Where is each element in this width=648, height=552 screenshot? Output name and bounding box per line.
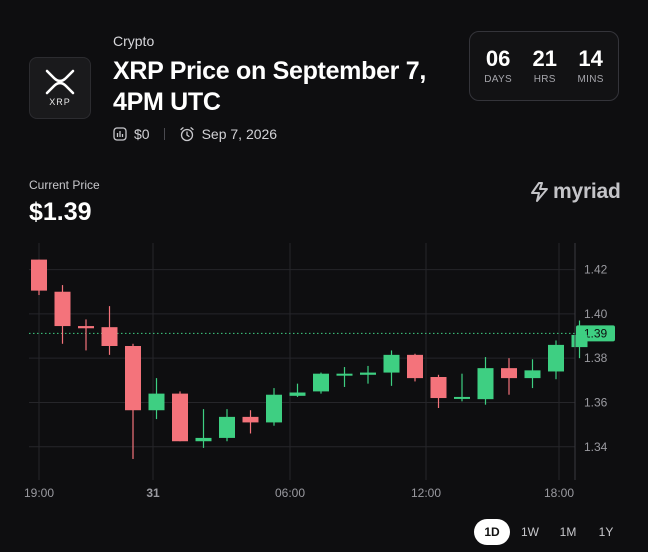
candle-body bbox=[430, 377, 447, 399]
candle-body bbox=[148, 393, 165, 411]
x-tick-label: 18:00 bbox=[544, 486, 574, 500]
candle-body bbox=[571, 334, 588, 348]
y-tick-label: 1.34 bbox=[584, 440, 608, 454]
candle bbox=[242, 410, 259, 434]
y-tick-label: 1.38 bbox=[584, 351, 608, 365]
candle bbox=[430, 374, 447, 409]
countdown-minutes: 14 MINS bbox=[577, 46, 604, 86]
candle-body bbox=[219, 416, 235, 438]
candle bbox=[78, 319, 94, 351]
current-price-value: $1.39 bbox=[29, 198, 92, 226]
candle bbox=[501, 358, 517, 395]
range-tab-1y[interactable]: 1Y bbox=[598, 525, 614, 539]
candle-body bbox=[31, 259, 47, 291]
brand-name: myriad bbox=[553, 180, 621, 203]
candle bbox=[360, 365, 376, 384]
range-tab-1m[interactable]: 1M bbox=[559, 525, 577, 539]
myriad-logo: myriad bbox=[530, 180, 621, 204]
current-price-label: Current Price bbox=[29, 178, 100, 192]
countdown-hours: 21 HRS bbox=[532, 46, 557, 86]
chart-grid bbox=[29, 243, 575, 480]
candle-body bbox=[101, 327, 118, 346]
range-tab-1w[interactable]: 1W bbox=[521, 525, 539, 539]
countdown-hours-label: HRS bbox=[533, 74, 556, 85]
candle-body bbox=[383, 354, 400, 373]
candle bbox=[548, 340, 564, 380]
countdown-days-label: DAYS bbox=[484, 74, 512, 85]
myriad-icon bbox=[531, 182, 548, 202]
countdown-days-value: 06 bbox=[485, 46, 511, 71]
countdown-hours-value: 21 bbox=[532, 46, 557, 71]
candle-body bbox=[54, 291, 71, 327]
candle bbox=[383, 350, 400, 386]
market-end-date: Sep 7, 2026 bbox=[201, 126, 278, 142]
candle-body bbox=[172, 393, 188, 442]
x-tick-label: 12:00 bbox=[411, 486, 441, 500]
candle bbox=[289, 383, 306, 397]
candle-body bbox=[78, 326, 94, 329]
candle bbox=[266, 388, 282, 426]
candle-body bbox=[501, 368, 517, 379]
range-selector: 1D 1W 1M 1Y bbox=[474, 519, 626, 545]
candle bbox=[454, 373, 470, 402]
market-meta: $0 Sep 7, 2026 bbox=[113, 126, 277, 142]
y-tick-label: 1.42 bbox=[584, 263, 608, 277]
candle bbox=[477, 357, 494, 405]
candle bbox=[313, 372, 329, 394]
meta-divider bbox=[163, 128, 165, 140]
countdown-days: 06 DAYS bbox=[484, 46, 512, 86]
market-category: Crypto bbox=[113, 33, 155, 49]
countdown-minutes-label: MINS bbox=[577, 74, 604, 85]
candle-body bbox=[125, 345, 141, 411]
xrp-logo: XRP bbox=[29, 57, 91, 119]
countdown-timer: 06 DAYS 21 HRS 14 MINS bbox=[469, 31, 619, 101]
candle-body bbox=[313, 373, 329, 392]
y-tick-label: 1.40 bbox=[584, 307, 608, 321]
x-tick-label: 06:00 bbox=[275, 486, 305, 500]
candle-body bbox=[360, 372, 376, 375]
candle-body bbox=[242, 416, 259, 423]
candle bbox=[148, 378, 165, 420]
y-tick-label: 1.36 bbox=[584, 395, 608, 409]
candle-body bbox=[336, 373, 353, 376]
market-volume: $0 bbox=[134, 126, 150, 142]
candle bbox=[125, 343, 141, 459]
candle bbox=[524, 359, 541, 389]
candle bbox=[336, 367, 353, 387]
xrp-icon bbox=[45, 69, 75, 95]
candle bbox=[31, 259, 47, 296]
candle bbox=[54, 285, 71, 344]
candle-body bbox=[195, 437, 212, 442]
logo-text: XRP bbox=[49, 97, 71, 107]
volume-icon bbox=[113, 127, 127, 141]
candle bbox=[407, 353, 423, 382]
candle bbox=[101, 306, 118, 355]
range-tab-1d[interactable]: 1D bbox=[474, 519, 510, 545]
candle bbox=[172, 391, 188, 442]
countdown-minutes-value: 14 bbox=[578, 46, 603, 71]
candle-body bbox=[524, 370, 541, 379]
candle-body bbox=[454, 396, 470, 399]
candles bbox=[31, 259, 588, 459]
x-tick-label: 19:00 bbox=[24, 486, 54, 500]
chart-axes: 1.42 1.40 1.38 1.36 1.34 19:00 31 06:00 12:00 18:… bbox=[24, 243, 608, 500]
alarm-clock-icon bbox=[179, 126, 195, 142]
candle bbox=[219, 409, 235, 442]
candle-body bbox=[407, 354, 423, 379]
candle-body bbox=[548, 344, 564, 372]
market-title: XRP Price on September 7, 4PM UTC bbox=[113, 57, 426, 116]
x-tick-label: 31 bbox=[146, 486, 160, 500]
candle-body bbox=[477, 368, 494, 400]
candle bbox=[195, 409, 212, 448]
candle-body bbox=[266, 394, 282, 423]
current-price-tag-label: 1.39 bbox=[584, 326, 608, 340]
candle-body bbox=[289, 392, 306, 396]
